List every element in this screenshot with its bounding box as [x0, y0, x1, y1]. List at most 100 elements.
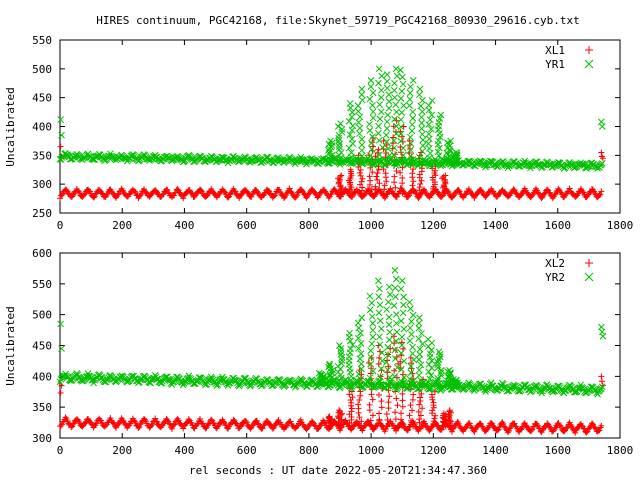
data-point: [551, 425, 558, 432]
data-point: [399, 420, 406, 427]
data-point: [386, 328, 394, 336]
data-point: [169, 425, 175, 432]
data-point: [58, 192, 65, 199]
data-point: [68, 424, 75, 431]
legend-marker-XL1: [585, 46, 593, 54]
data-point: [369, 102, 376, 109]
data-point: [436, 144, 443, 152]
data-point: [415, 366, 423, 374]
data-point: [430, 158, 438, 165]
data-point: [376, 410, 383, 417]
data-point: [361, 192, 368, 199]
data-point: [369, 320, 377, 327]
data-point: [418, 159, 426, 166]
data-point: [152, 415, 159, 422]
data-point: [368, 313, 376, 320]
data-point: [261, 191, 268, 198]
data-point: [426, 116, 434, 124]
data-point: [415, 194, 422, 201]
x-tick-label: 1400: [482, 219, 509, 232]
data-point: [409, 311, 417, 319]
data-point: [371, 193, 378, 200]
data-point: [220, 418, 227, 425]
data-point: [425, 121, 432, 128]
data-point: [238, 192, 245, 199]
data-point: [328, 191, 335, 198]
data-point: [399, 144, 407, 152]
data-point: [369, 326, 377, 334]
data-point: [368, 391, 375, 398]
data-point: [375, 79, 382, 87]
data-point: [375, 166, 382, 173]
data-point: [440, 182, 447, 189]
data-point: [541, 190, 548, 197]
data-point: [375, 122, 382, 130]
data-point: [81, 191, 88, 198]
y-axis-label-bottom: Uncalibrated: [4, 306, 17, 385]
data-point: [444, 139, 451, 146]
data-point: [338, 128, 346, 136]
data-point: [391, 284, 399, 292]
data-point: [386, 291, 394, 298]
data-point: [408, 330, 415, 338]
data-point: [58, 345, 65, 352]
data-point: [449, 193, 456, 200]
data-point: [335, 134, 343, 142]
data-point: [413, 190, 420, 197]
data-point: [418, 119, 426, 127]
data-point: [398, 410, 405, 417]
data-point: [391, 79, 398, 87]
data-point: [149, 421, 156, 428]
data-point: [76, 189, 83, 196]
data-point: [599, 155, 606, 162]
data-point: [393, 168, 400, 175]
data-point: [400, 325, 408, 333]
data-point: [385, 91, 393, 99]
data-point: [369, 133, 376, 141]
data-point: [57, 320, 64, 328]
data-point: [348, 109, 356, 116]
data-point: [392, 416, 399, 423]
data-point: [337, 120, 344, 127]
data-point: [185, 416, 192, 423]
data-point: [375, 137, 383, 144]
data-point: [381, 182, 388, 189]
data-point: [366, 173, 373, 180]
data-point: [358, 147, 366, 154]
data-point: [58, 131, 65, 139]
y-tick-label: 500: [32, 63, 52, 76]
data-point: [406, 95, 414, 103]
x-tick-label: 200: [112, 444, 132, 457]
data-point: [378, 404, 385, 411]
data-point: [338, 416, 345, 423]
data-point: [153, 418, 160, 425]
data-point: [380, 190, 387, 197]
data-point: [131, 418, 138, 425]
data-point: [358, 96, 366, 104]
data-point: [376, 333, 383, 341]
data-point: [336, 408, 343, 415]
data-point: [327, 137, 334, 145]
x-axis-label: rel seconds : UT date 2022-05-20T21:34:4…: [189, 464, 487, 477]
data-point: [447, 137, 454, 145]
data-point: [348, 135, 356, 143]
data-point: [391, 173, 398, 180]
data-point: [376, 180, 383, 187]
data-point: [409, 77, 417, 84]
data-point: [397, 169, 404, 176]
data-point: [335, 152, 343, 159]
data-point: [399, 80, 407, 88]
data-point: [557, 422, 564, 429]
data-point: [438, 155, 446, 163]
data-point: [243, 419, 250, 426]
data-point: [526, 162, 533, 170]
data-point: [572, 429, 579, 436]
data-point: [359, 427, 366, 434]
data-point: [397, 137, 405, 145]
y-tick-label: 300: [32, 432, 52, 445]
data-point: [391, 266, 399, 274]
y-tick-label: 400: [32, 370, 52, 383]
data-point: [369, 412, 376, 419]
data-point: [410, 391, 417, 398]
